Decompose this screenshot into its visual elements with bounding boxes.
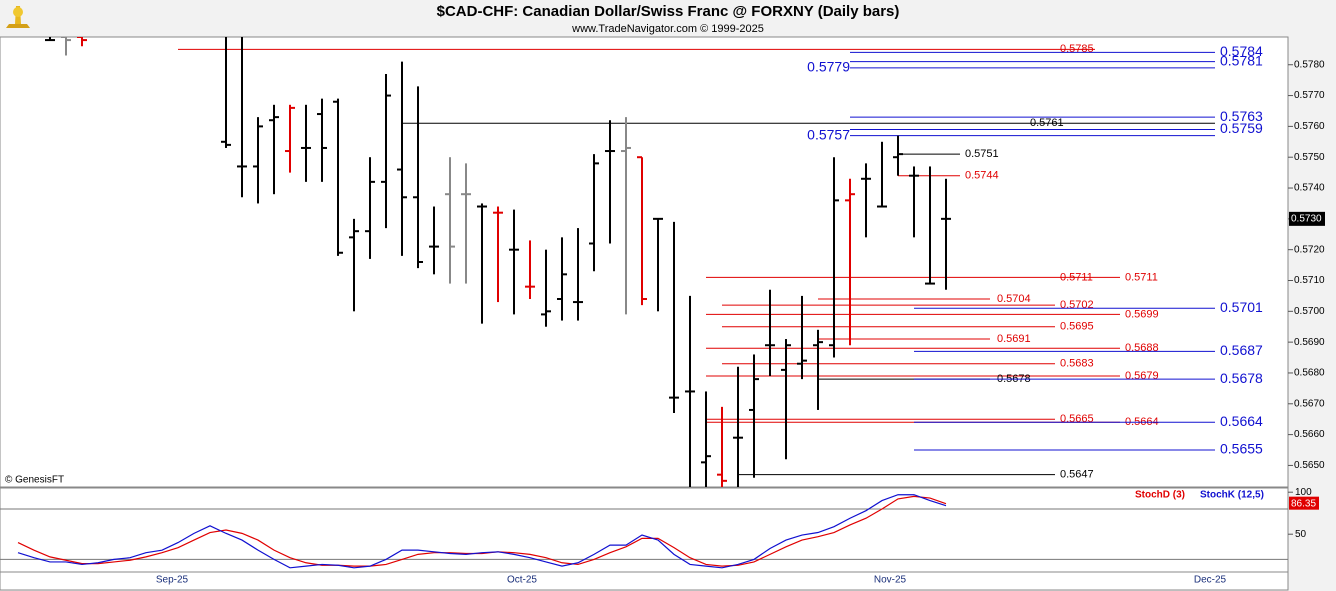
level-label: 0.5702 [1060,299,1094,311]
stoch-line [17,495,947,567]
level-label: 0.5744 [965,170,999,182]
copyright: © GenesisFT [5,475,64,486]
stoch-plot [0,494,1288,569]
legend-entry: StochK (12,5) [1200,490,1264,501]
y-tick-label: 0.5700 [1294,306,1325,317]
level-label: 0.5711 [1125,271,1158,283]
x-tick-label: Sep-25 [156,575,189,586]
x-tick-label: Nov-25 [874,575,907,586]
y-tick-label: 0.5780 [1294,59,1325,70]
chart-title: $CAD-CHF: Canadian Dollar/Swiss Franc @ … [437,3,900,20]
level-label: 0.5751 [965,148,999,160]
level-label: 0.5688 [1125,342,1159,354]
price-panel [0,36,1289,488]
y-tick-label: 0.5750 [1294,152,1325,163]
last-value-box [1289,211,1325,226]
level-label: 0.5695 [1060,321,1094,333]
level-label: 0.5781 [1220,52,1263,68]
y-tick-label: 0.5690 [1294,337,1325,348]
stoch-line [17,494,947,569]
level-label: 0.5699 [1125,308,1159,320]
y-tick-label: 0.5770 [1294,90,1325,101]
y-tick-label: 0.5740 [1294,183,1325,194]
level-label: 0.5683 [1060,358,1094,370]
level-label: 0.5757 [807,126,850,142]
level-label: 0.5779 [807,59,850,75]
level-label: 0.5678 [1220,370,1263,386]
y-tick-label: 0.5670 [1294,398,1325,409]
level-label: 0.5761 [1030,117,1064,129]
level-label: 0.5701 [1220,299,1263,315]
level-label: 0.5679 [1125,370,1159,382]
level-label: 0.5785 [1060,43,1094,55]
level-label: 0.5763 [1220,108,1263,124]
x-tick-label: Dec-25 [1194,575,1227,586]
level-label: 0.5759 [1220,120,1263,136]
x-tick-label: Oct-25 [507,575,537,586]
last-value-box [1289,496,1319,510]
level-label: 0.5687 [1220,342,1263,358]
chart-subtitle: www.TradeNavigator.com © 1999-2025 [571,23,764,35]
level-label: 0.5691 [997,333,1031,345]
logo [6,6,30,28]
y-tick-label: 100 [1295,487,1312,498]
stoch-panel [0,487,1289,573]
level-label: 0.5704 [997,293,1031,305]
y-tick-label: 50 [1295,529,1307,540]
legend-entry: StochD (3) [1135,490,1185,501]
y-tick-label: 0.5720 [1294,244,1325,255]
last-value-label: 0.5730 [1291,213,1322,224]
y-tick-label: 0.5760 [1294,121,1325,132]
date-axis [0,571,1289,591]
y-tick-label: 0.5660 [1294,429,1325,440]
level-label: 0.5664 [1220,413,1263,429]
level-label: 0.5647 [1060,469,1094,481]
level-label: 0.5784 [1220,43,1263,59]
last-value-label: 86.35 [1291,498,1316,509]
level-label: 0.5665 [1060,413,1094,425]
y-tick-label: 0.5650 [1294,460,1325,471]
y-tick-label: 0.5680 [1294,368,1325,379]
level-label: 0.5655 [1220,441,1263,457]
y-tick-label: 0.5710 [1294,275,1325,286]
